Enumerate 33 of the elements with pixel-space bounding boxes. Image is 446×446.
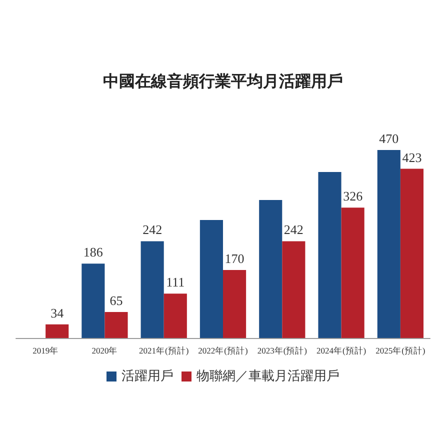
data-label: 470 xyxy=(379,131,399,146)
data-label: 186 xyxy=(83,244,104,260)
data-label: 242 xyxy=(142,222,162,238)
bar xyxy=(259,200,282,338)
bar xyxy=(400,168,424,338)
bar xyxy=(377,150,400,338)
data-label: 65 xyxy=(110,293,123,308)
x-tick-label: 2025年(預計) xyxy=(376,346,426,356)
x-tick-label: 2024年(預計) xyxy=(316,346,366,356)
data-label: 111 xyxy=(166,274,185,290)
bar xyxy=(104,312,128,338)
legend-label: 活躍用戶 xyxy=(122,369,174,384)
bar xyxy=(140,241,164,338)
data-label: 34 xyxy=(50,305,64,320)
bar xyxy=(164,294,187,338)
data-label: 423 xyxy=(402,150,422,165)
x-tick-label: 2022年(預計) xyxy=(198,346,248,356)
x-tick-label: 2019年 xyxy=(32,346,59,356)
data-label: 326 xyxy=(343,188,364,204)
x-tick-label: 2021年(預計) xyxy=(139,346,189,356)
data-label: 242 xyxy=(284,222,304,238)
legend-label: 物聯網／車載月活躍用戶 xyxy=(196,369,340,384)
bar xyxy=(200,220,223,338)
chart-title: 中國在線音頻行業平均月活躍用戶 xyxy=(103,72,343,90)
bar xyxy=(82,264,105,338)
data-label: 170 xyxy=(224,251,244,266)
bar xyxy=(223,270,246,338)
bar xyxy=(46,324,69,338)
bar xyxy=(282,241,306,338)
x-tick-label: 2023年(預計) xyxy=(257,346,308,356)
bar xyxy=(341,208,364,338)
bar xyxy=(318,172,342,338)
x-tick-label: 2020年 xyxy=(92,346,118,356)
